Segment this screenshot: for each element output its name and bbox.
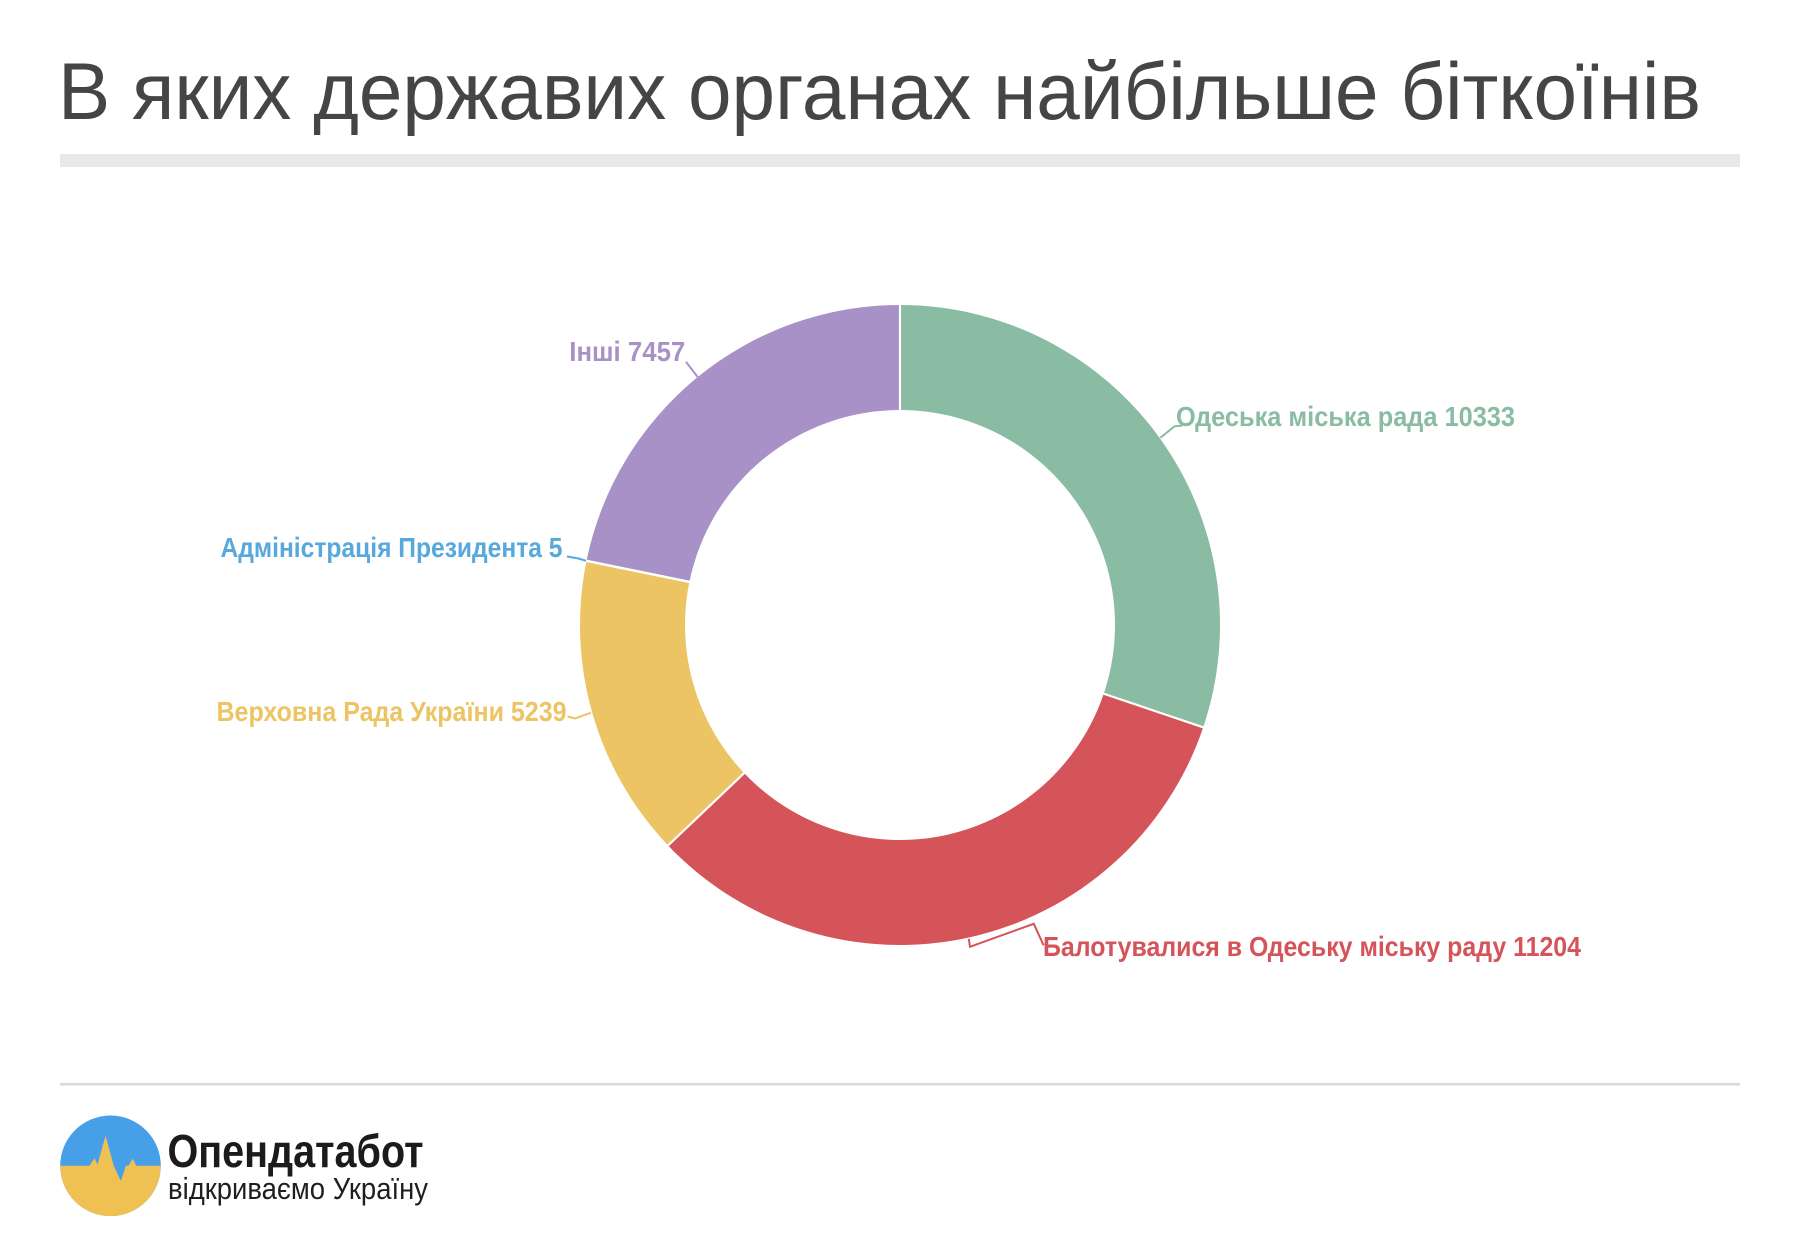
svg-text:Верховна Рада України 5239: Верховна Рада України 5239 — [217, 696, 567, 727]
svg-text:Опендатабот: Опендатабот — [168, 1125, 424, 1177]
svg-text:Інші 7457: Інші 7457 — [569, 336, 685, 367]
svg-text:Балотувалися в Одеську міську: Балотувалися в Одеську міську раду 11204 — [1043, 931, 1581, 962]
svg-text:відкриваємо Україну: відкриваємо Україну — [168, 1171, 428, 1206]
svg-text:В яких державих органах найбіл: В яких державих органах найбільше біткої… — [58, 47, 1701, 137]
svg-text:Адміністрація Президента 5: Адміністрація Президента 5 — [221, 532, 563, 563]
svg-text:Одеська міська рада 10333: Одеська міська рада 10333 — [1176, 401, 1515, 432]
